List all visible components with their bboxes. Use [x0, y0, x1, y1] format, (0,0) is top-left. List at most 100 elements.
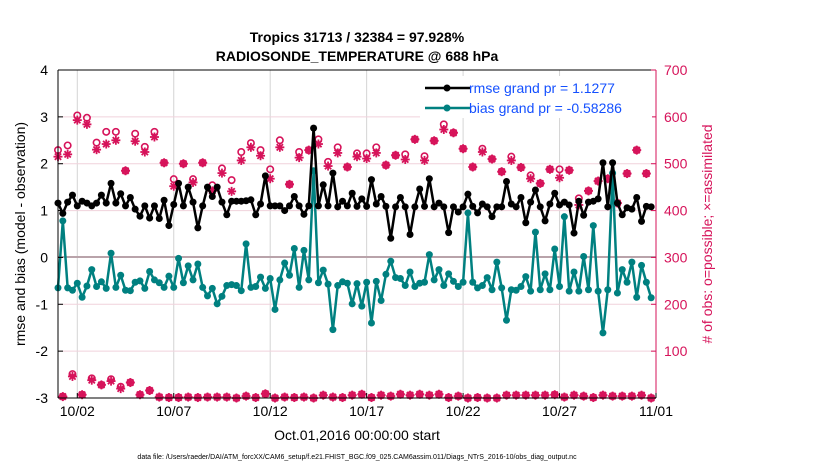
rmse-point [348, 189, 356, 197]
bias-point [160, 283, 168, 291]
bias-point [633, 293, 641, 301]
assimilated-obs-marker [583, 186, 593, 196]
assimilated-obs-marker [420, 155, 430, 165]
bias-point [589, 222, 597, 230]
bias-point [175, 254, 183, 262]
bias-point [531, 228, 539, 236]
bias-point [647, 294, 655, 302]
assimilated-obs-marker [641, 169, 651, 179]
bias-point [618, 266, 626, 274]
assimilated-obs-marker [497, 167, 507, 177]
bias-point [638, 261, 646, 269]
rmse-point [204, 183, 211, 191]
rmse-point [213, 183, 221, 191]
assimilated-obs-marker [241, 391, 251, 401]
rmse-point [155, 215, 163, 223]
assimilated-obs-marker [540, 390, 550, 400]
bias-point [449, 277, 457, 285]
rmse-point [565, 201, 573, 209]
chart-title-line2: RADIOSONDE_TEMPERATURE @ 688 hPa [216, 48, 499, 64]
assimilated-obs-marker [159, 158, 169, 168]
rmse-point [459, 203, 467, 211]
possible-obs-marker [131, 129, 140, 138]
bias-point [493, 258, 501, 266]
rmse-point [126, 193, 134, 201]
bias-point [93, 282, 101, 290]
bias-point [107, 249, 115, 257]
assimilated-obs-marker [178, 159, 188, 169]
rmse-point [425, 175, 433, 183]
assimilated-obs-marker [617, 391, 627, 401]
assimilated-obs-marker [106, 376, 116, 386]
y-axis-label: rmse and bias (model - observation) [12, 122, 28, 346]
legend: rmse grand pr = 1.1277 bias grand pr = -… [420, 76, 652, 118]
x-tick-label: 10/02 [60, 403, 95, 419]
assimilated-obs-marker [400, 154, 410, 164]
assimilated-obs-marker [357, 389, 367, 399]
assimilated-obs-marker [381, 160, 391, 170]
y-tick-label: -3 [36, 390, 49, 406]
rmse-point [387, 234, 395, 242]
bias-point [295, 283, 303, 291]
y-right-tick-label: 200 [664, 296, 688, 312]
assimilated-obs-marker [67, 371, 77, 381]
bias-point [623, 278, 631, 286]
y-right-tick-label: 700 [664, 62, 688, 78]
legend-rmse-label: rmse grand pr = 1.1277 [469, 80, 615, 96]
rmse-point [247, 196, 255, 204]
rmse-point [179, 202, 187, 210]
rmse-point [551, 189, 559, 197]
rmse-point [228, 197, 236, 205]
bias-point [377, 297, 385, 305]
bias-point [628, 258, 636, 266]
bias-point [126, 287, 134, 295]
x-tick-label: 10/27 [542, 403, 577, 419]
assimilated-obs-marker [121, 166, 131, 176]
rmse-point [618, 211, 626, 219]
rmse-point [334, 203, 342, 211]
bias-point [276, 276, 284, 284]
assimilated-obs-marker [246, 142, 256, 152]
rmse-point [189, 198, 197, 206]
bias-point [165, 272, 173, 280]
assimilated-obs-marker [530, 390, 540, 400]
assimilated-obs-marker [294, 153, 304, 163]
bias-point [266, 275, 274, 283]
assimilated-obs-marker [429, 136, 439, 146]
bias-point [281, 259, 289, 267]
x-tick-label: 10/17 [349, 403, 384, 419]
assimilated-obs-marker [323, 161, 333, 171]
rmse-point [199, 202, 207, 210]
rmse-point [594, 195, 602, 203]
rmse-point [483, 203, 491, 211]
assimilated-obs-marker [212, 392, 222, 402]
rmse-point [266, 202, 274, 210]
bias-point [353, 280, 361, 288]
assimilated-obs-marker [222, 392, 232, 402]
obs-count-markers [53, 111, 656, 403]
y-right-tick-label: 500 [664, 156, 688, 172]
bias-point [242, 240, 250, 248]
rmse-point [300, 210, 308, 218]
bias-point [334, 282, 342, 290]
rmse-point [310, 124, 318, 132]
rmse-point [175, 179, 183, 187]
x-tick-label: 10/12 [253, 403, 288, 419]
rmse-point [146, 214, 154, 222]
bias-point [488, 286, 496, 294]
rmse-point [367, 176, 375, 184]
assimilated-obs-marker [410, 134, 420, 144]
rmse-point [324, 202, 332, 210]
possible-obs-marker [275, 136, 284, 145]
assimilated-obs-marker [487, 154, 497, 164]
x-tick-label: 11/01 [639, 403, 673, 419]
rmse-point [107, 179, 115, 187]
rmse-point [112, 199, 120, 207]
bias-point [88, 266, 96, 274]
data-file-footer: data file: /Users/raeder/DAI/ATM_forcXX/… [137, 454, 577, 461]
assimilated-obs-marker [516, 162, 526, 172]
bias-point [387, 257, 395, 265]
bias-point [469, 278, 477, 286]
y-tick-label: 0 [40, 249, 48, 265]
assimilated-obs-marker [299, 392, 309, 402]
